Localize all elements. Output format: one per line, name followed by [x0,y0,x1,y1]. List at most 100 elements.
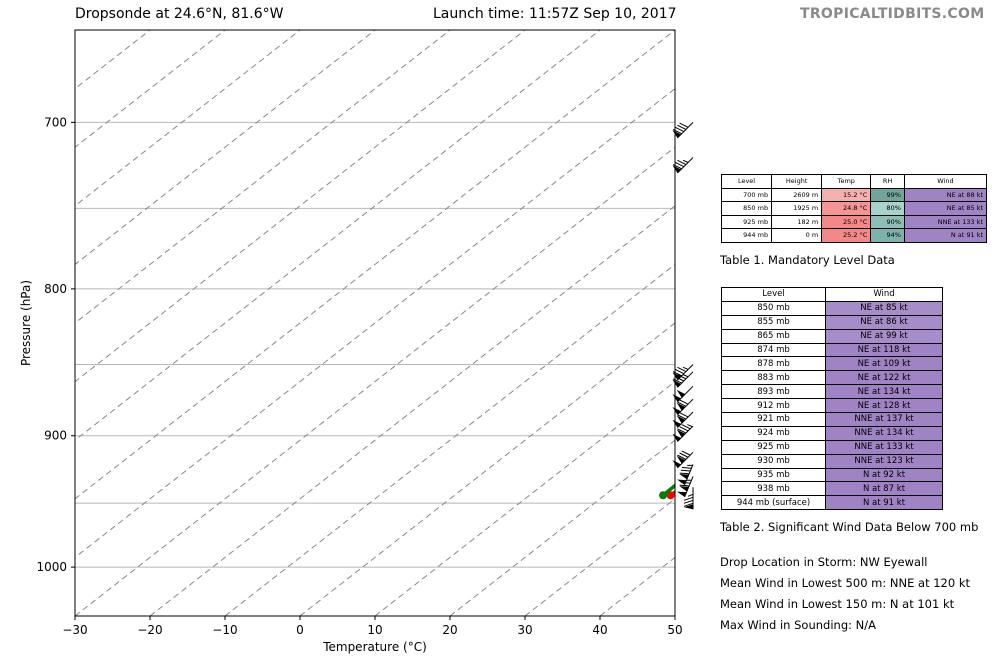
mean-wind-150m-text: Mean Wind in Lowest 150 m: N at 101 kt [720,597,955,611]
wind-barb-flag [676,415,686,424]
rh-cell: 80% [870,201,905,216]
x-tick-label: 40 [592,623,607,637]
temperature-point [666,491,675,500]
wind-barb-full [675,126,685,133]
wind-barb-full [677,159,687,166]
wind-barb-flag [672,379,681,388]
table-row: 930 mb NNE at 123 kt [721,453,943,469]
wind-barb-full [679,399,689,405]
table-row: 700 mb 2609 m 15.2 °C 99% NE at 88 kt [720,187,988,202]
chart-series [659,483,675,500]
x-tick-label: 20 [442,623,457,637]
wind-cell: NNE at 134 kt [825,425,943,441]
level-cell: 874 mb [721,342,826,358]
wind-cell: NE at 122 kt [825,370,943,386]
wind-barb-full [675,376,685,382]
wind-barb-flag [672,433,681,442]
wind-barb-full [683,499,694,504]
y-tick-label: 700 [44,115,67,129]
wind-barb-staff [677,398,694,416]
table-header-cell: Level [720,174,773,189]
table1-caption: Table 1. Mandatory Level Data [720,253,895,267]
table-header-row: Level Wind [721,287,943,302]
level-cell: 925 mb [720,214,773,229]
table-row: 874 mb NE at 118 kt [721,342,943,358]
table-row: 925 mb NNE at 133 kt [721,439,943,455]
wind-cell: NE at 109 kt [825,356,943,372]
table-row: 944 mb 0 m 25.2 °C 94% N at 91 kt [720,228,988,243]
wind-cell: NNE at 133 kt [825,439,943,455]
wind-barb-full [681,467,692,469]
table-header-cell: Level [721,287,826,302]
wind-barb-flag [679,473,689,480]
table-row: 924 mb NNE at 134 kt [721,425,943,441]
table-row: 883 mb NE at 122 kt [721,370,943,386]
wind-cell: N at 91 kt [903,228,988,243]
table-header-cell: Wind [903,174,988,189]
mandatory-level-table: Level Height Temp RH Wind 700 mb 2609 m 15.2 °C… [720,174,988,243]
wind-cell: NNE at 123 kt [825,453,943,469]
chart-grid [75,30,675,616]
x-tick-label: −10 [212,623,237,637]
x-tick-label: 30 [517,623,532,637]
rh-cell: 94% [870,228,905,243]
isotherm-gridline [75,30,226,148]
level-cell: 855 mb [721,314,826,330]
wind-barb-flag [676,402,686,411]
isotherm-gridline [75,30,601,441]
wind-barb-full [677,124,687,130]
isotherm-gridline [75,30,675,500]
level-cell: 850 mb [720,201,773,216]
x-tick-label: 0 [296,623,304,637]
temp-cell: 25.0 °C [821,214,872,229]
wind-barb-flag [684,504,693,510]
wind-barb [672,122,694,139]
wind-barb [672,157,694,174]
wind-barb-full [672,378,682,384]
wind-barb-full [679,122,689,128]
wind-barb-staff [677,411,694,428]
level-cell: 700 mb [720,187,773,202]
wind-cell: NE at 134 kt [825,384,943,400]
wind-barb-full [677,414,687,420]
wind-barb-flag [676,429,686,438]
wind-cell: NE at 128 kt [825,398,943,414]
drop-location-text: Drop Location in Storm: NW Eyewall [720,555,928,569]
level-cell: 938 mb [721,481,826,497]
chart-axes: −30 −20 −10 0 10 20 30 40 50 700 800 900 1000 [36,115,682,637]
level-cell: 850 mb [721,300,826,316]
wind-barb-flag [672,394,681,402]
table2-caption: Table 2. Significant Wind Data Below 700… [720,520,979,534]
max-wind-text: Max Wind in Sounding: N/A [720,618,876,632]
y-tick-label: 1000 [36,560,67,574]
wind-barb-flag [677,479,687,485]
table-row: 935 mb N at 92 kt [721,467,943,483]
wind-barb-flag [672,460,681,468]
height-cell: 2609 m [771,187,823,202]
wind-barb-flag [676,389,686,398]
temp-cell: 15.2 °C [821,187,872,202]
wind-barb-full [677,428,687,434]
wind-barb-half [682,159,689,163]
table-row: 850 mb 1925 m 24.8 °C 80% NE at 85 kt [720,201,988,216]
wind-cell: NE at 99 kt [825,328,943,344]
height-cell: 0 m [771,228,823,243]
x-tick-label: −20 [137,623,162,637]
table-row: 938 mb N at 87 kt [721,481,943,497]
wind-cell: NE at 85 kt [903,201,988,216]
wind-barb-full [681,450,691,456]
wind-barb-full [677,454,687,460]
table-row: 921 mb NNE at 137 kt [721,412,943,427]
wind-barb-flag [672,406,681,415]
table-row: 925 mb 182 m 25.0 °C 90% NNE at 133 kt [720,214,988,229]
table-header-cell: Height [771,174,823,189]
wind-barb-full [681,424,691,430]
table-header-row: Level Height Temp RH Wind [720,174,988,189]
wind-cell: N at 87 kt [825,481,943,497]
wind-barb-full [680,469,691,472]
wind-barb-flag [679,486,689,492]
wind-barb [683,487,694,510]
isotherm-gridline [75,30,526,383]
y-tick-label: 800 [44,282,67,296]
